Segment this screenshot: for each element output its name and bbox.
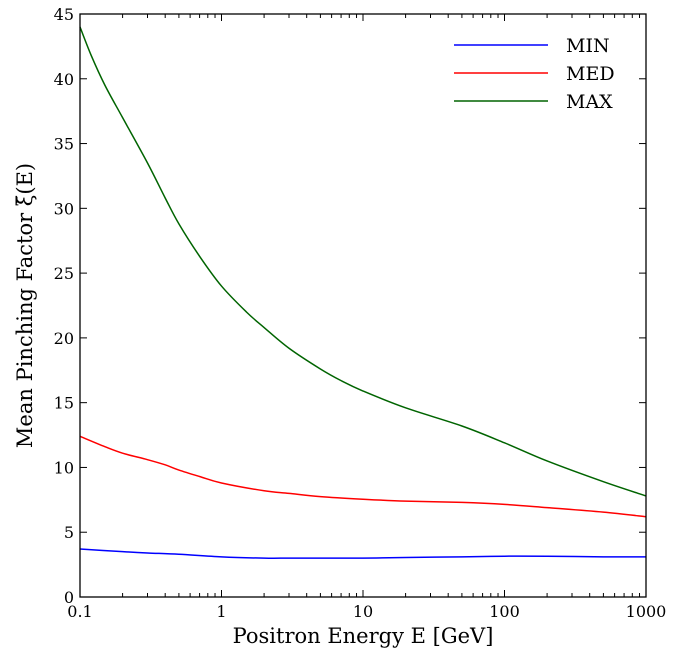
y-tick-label: 5 xyxy=(64,523,74,542)
x-tick-label: 1 xyxy=(216,602,226,621)
series-line-min xyxy=(79,548,647,559)
series-lines xyxy=(79,26,647,559)
y-tick-label: 30 xyxy=(54,199,74,218)
y-tick-label: 0 xyxy=(64,588,74,607)
series-line-med xyxy=(79,435,647,518)
legend-label-med: MED xyxy=(566,63,615,85)
y-tick-label: 20 xyxy=(54,329,74,348)
y-tick-label: 10 xyxy=(54,458,74,477)
x-tick-label: 0.1 xyxy=(67,602,92,621)
x-tick-label: 10 xyxy=(353,602,373,621)
y-tick-label: 25 xyxy=(54,264,74,283)
x-tick-label: 1000 xyxy=(626,602,667,621)
y-tick-label: 40 xyxy=(54,70,74,89)
series-line-max xyxy=(79,26,647,497)
y-tick-label: 35 xyxy=(54,135,74,154)
x-axis-label: Positron Energy E [GeV] xyxy=(233,624,494,648)
y-tick-label: 45 xyxy=(54,5,74,24)
y-axis-label: Mean Pinching Factor ξ̄(E) xyxy=(13,163,37,448)
axis-ticks: 0.1 1 10 100 1000 0 5 10 15 20 25 30 35 40 45 xyxy=(54,5,667,621)
legend: MIN MED MAX xyxy=(454,35,615,113)
x-tick-label: 100 xyxy=(489,602,520,621)
legend-label-min: MIN xyxy=(566,35,610,57)
y-tick-label: 15 xyxy=(54,394,74,413)
legend-label-max: MAX xyxy=(566,91,613,113)
